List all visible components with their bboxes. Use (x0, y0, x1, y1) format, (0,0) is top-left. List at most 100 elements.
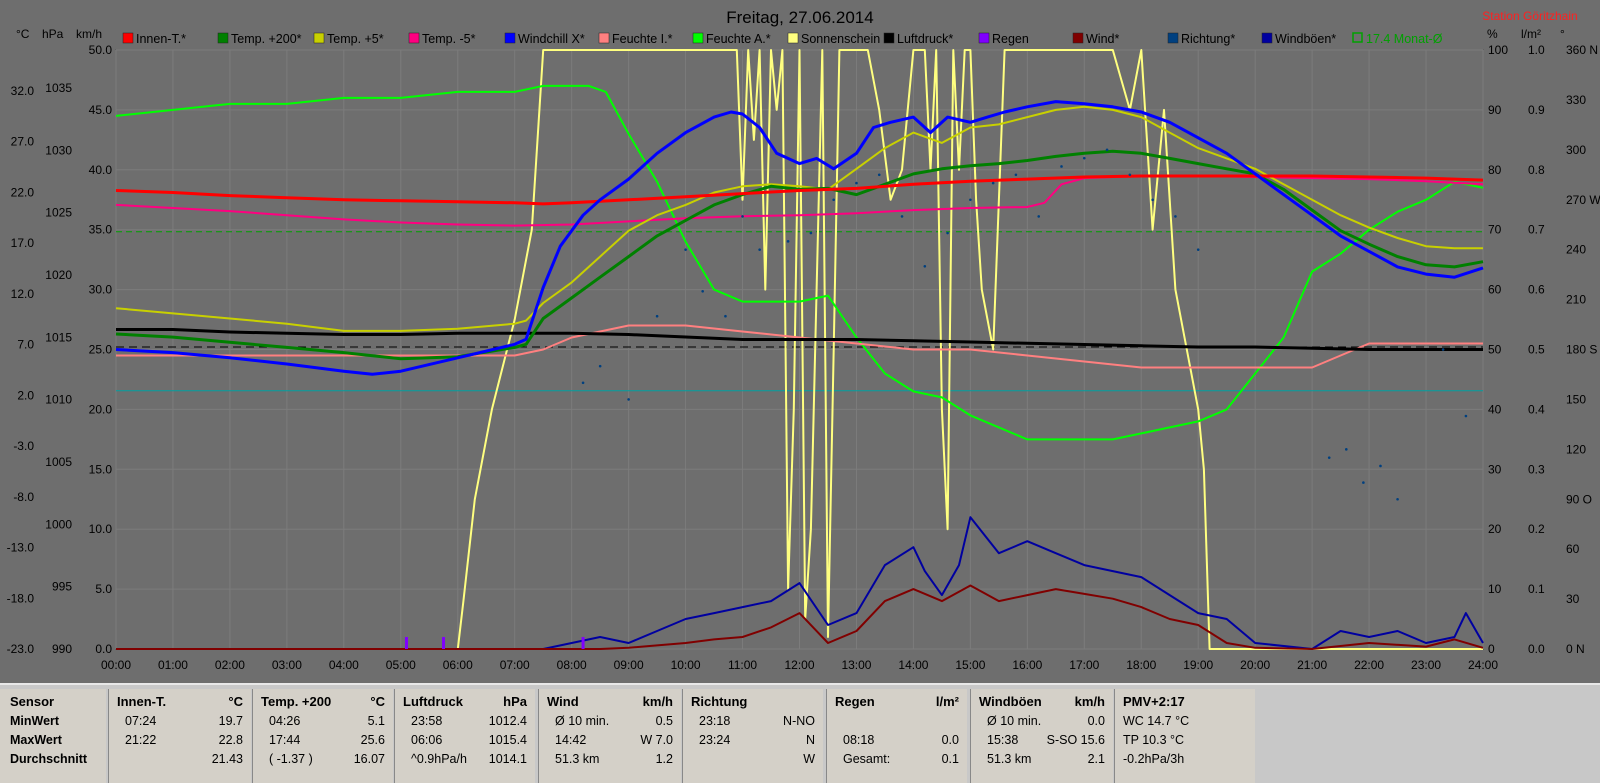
tick-label-rain: 0.5 (1528, 343, 1545, 357)
card-title: Sensor (10, 694, 55, 709)
legend-entry: Wind* (1086, 32, 1119, 46)
legend-entry: Temp. -5* (422, 32, 476, 46)
data-point-richtung (1037, 215, 1041, 218)
card-cell-label: Ø 10 min. (987, 714, 1042, 728)
data-point-richtung (877, 173, 881, 177)
card-title: Luftdruck (403, 694, 463, 709)
tick-label-hpa: 1025 (45, 206, 72, 220)
series-line-innen-t (115, 174, 1484, 206)
series-line-wind (116, 584, 1484, 650)
tick-label-x: 21:00 (1297, 658, 1327, 672)
series-line-temp-200 (115, 149, 1484, 361)
tick-label-rain: 0.8 (1528, 163, 1545, 177)
tick-label-kmh: 10.0 (89, 522, 113, 536)
tick-label-x: 15:00 (955, 658, 985, 672)
card-sensor: Sensor MinWert MaxWert Durchschnitt (0, 689, 106, 783)
tick-label-rain: 0.2 (1528, 522, 1545, 536)
card-cell-value: 0.0 (1087, 714, 1105, 728)
data-point-richtung (627, 398, 630, 401)
card-cell-value: W 7.0 (640, 733, 673, 747)
tick-label-percent: 10 (1488, 582, 1502, 596)
card-unit: °C (228, 694, 243, 709)
tick-label-kmh: 5.0 (95, 582, 112, 596)
card-cell-label: Gesamt: (843, 752, 891, 766)
tick-label-rain: 0.6 (1528, 283, 1545, 297)
card-cell-label: 04:26 (269, 714, 301, 728)
tick-label-kmh: 30.0 (89, 283, 113, 297)
bar-regen (442, 637, 446, 649)
tick-label-x: 04:00 (329, 658, 359, 672)
tick-label-kmh: 0.0 (95, 642, 112, 656)
tick-label-hpa: 1015 (45, 330, 72, 344)
tick-label-rain: 0.1 (1528, 582, 1545, 596)
legend-swatch (598, 32, 610, 44)
card-cell-value: N-NO (783, 714, 815, 728)
axis-unit-labels: °C hPa km/h% l/m² ° (16, 27, 1565, 41)
legend-swatch (408, 32, 420, 44)
data-point-richtung (855, 181, 858, 185)
card-cell-value: 1.2 (655, 752, 673, 766)
legend-entry: Feuchte I.* (612, 32, 673, 46)
row-label-avg: Durchschnitt (10, 752, 88, 766)
data-point-richtung (1105, 148, 1109, 152)
card-cell-label: 14:42 (555, 733, 587, 747)
card-cell-label: 23:18 (699, 714, 731, 728)
series-line-sonnenschein (116, 49, 1483, 650)
card-innen: Innen-T. °C 07:24 19.7 21:22 22.8 21.43 (108, 689, 251, 783)
data-point-richtung (1327, 456, 1331, 459)
card-cell-label: ^0.9hPa/h (411, 752, 467, 766)
tick-label-x: 02:00 (215, 658, 245, 672)
tick-label-x: 19:00 (1183, 658, 1213, 672)
tick-label-x: 07:00 (500, 658, 530, 672)
card-title: Richtung (691, 694, 748, 709)
tick-label-percent: 70 (1488, 223, 1502, 237)
tick-label-percent: 60 (1488, 283, 1502, 297)
tick-label-rain: 0.0 (1528, 642, 1545, 656)
legend-entry: Innen-T.* (136, 32, 186, 46)
series-line-luftdruck (116, 328, 1483, 351)
card-value: TP 10.3 °C (1123, 733, 1185, 747)
card-unit: km/h (1074, 694, 1105, 709)
tick-label-x: 13:00 (841, 658, 871, 672)
data-point-richtung (1082, 156, 1086, 160)
legend-entry: Windböen* (1275, 32, 1336, 46)
data-point-richtung (598, 364, 602, 368)
tick-label-hpa: 1010 (45, 393, 72, 407)
tick-label-celsius: 22.0 (11, 185, 35, 199)
legend-swatch (1352, 32, 1363, 43)
tick-label-x: 22:00 (1354, 658, 1384, 672)
tick-label-direction: 0 N (1566, 642, 1585, 656)
tick-label-rain: 0.3 (1528, 462, 1545, 476)
axis-unit-label: km/h (76, 27, 102, 41)
row-label-min: MinWert (10, 714, 60, 728)
axis-unit-label: ° (1560, 27, 1565, 41)
data-point-richtung (724, 314, 727, 318)
tick-label-direction: 30 (1566, 592, 1580, 606)
card-cell-value: 0.5 (655, 714, 673, 728)
legend-swatch (883, 32, 895, 44)
tick-label-hpa: 995 (52, 580, 72, 594)
data-point-richtung (1362, 481, 1365, 484)
weather-chart: Freitag, 27.06.2014 Station Göritzhain °… (7, 8, 1600, 672)
legend-swatch (504, 32, 516, 44)
tick-label-kmh: 15.0 (89, 462, 113, 476)
tick-label-celsius: 32.0 (11, 84, 35, 98)
card-cell-value: 22.8 (218, 733, 243, 747)
legend-entry: Regen (992, 32, 1029, 46)
tick-label-hpa: 1000 (45, 517, 72, 531)
series-group (115, 49, 1484, 650)
legend-entry: Luftdruck* (897, 32, 953, 46)
card-title: Temp. +200 (261, 694, 332, 709)
legend-entry: Windchill X* (518, 32, 585, 46)
card-boeen: Windböen km/h Ø 10 min. 0.0 15:38 S-SO 15.6 51… (970, 689, 1113, 783)
tick-label-x: 24:00 (1468, 658, 1498, 672)
card-cell-label: 06:06 (411, 733, 443, 747)
series-line-temp-5 (115, 105, 1483, 332)
tick-label-kmh: 50.0 (89, 43, 113, 57)
card-cell-value: 5.1 (367, 714, 385, 728)
tick-labels: 50.0 45.0 40.0 35.0 30.0 25.0 20.0 15.0 10.0 5.0 0… (7, 43, 1600, 672)
data-point-richtung (581, 381, 585, 385)
tick-label-percent: 30 (1488, 462, 1502, 476)
tick-label-celsius: 27.0 (11, 135, 35, 149)
legend: Innen-T.* Temp. +200* Temp. +5* Temp. -5* Wi… (122, 32, 1443, 46)
